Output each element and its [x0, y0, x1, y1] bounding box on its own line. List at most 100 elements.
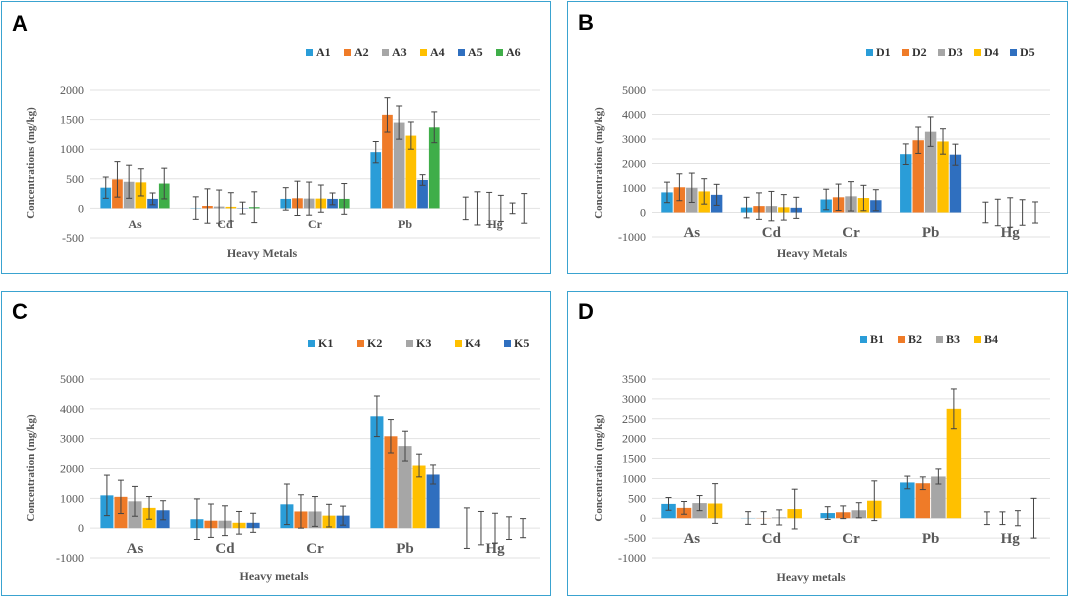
bar-k1-pb [370, 416, 384, 529]
panel-letter-b: B [578, 10, 594, 35]
legend-swatch-a3 [382, 49, 389, 56]
bar-b4-pb [946, 408, 962, 519]
bar-d3-pb [924, 131, 937, 213]
y-tick-label: 1000 [622, 181, 646, 195]
legend-label-b1: B1 [870, 332, 884, 346]
category-label-hg: Hg [487, 217, 502, 231]
y-tick-label: 2000 [622, 432, 646, 446]
legend-label-k1: K1 [318, 336, 333, 350]
x-axis-label: Heavy metals [240, 569, 309, 583]
chart-d: -1000 -500 0 500 1000 1500 2000 2500 3000 3500 Con… [593, 332, 1050, 584]
y-tick-label: 500 [628, 491, 646, 505]
legend-swatch-a1 [306, 49, 313, 56]
y-tick-label: 0 [78, 201, 84, 215]
legend-swatch-d2 [902, 49, 909, 56]
legend-swatch-d4 [974, 49, 981, 56]
legend-swatch-a5 [458, 49, 465, 56]
category-label-as: As [683, 225, 700, 241]
legend-swatch-b1 [860, 336, 867, 343]
legend-label-b2: B2 [908, 332, 922, 346]
category-label-as: As [128, 217, 142, 231]
legend-swatch-b4 [974, 336, 981, 343]
bar-d5-pb [949, 154, 962, 213]
bar-a3-pb [393, 122, 405, 209]
y-tick-label: -500 [624, 531, 646, 545]
legend-label-a3: A3 [392, 45, 407, 59]
legend-swatch-k3 [406, 340, 413, 347]
legend-swatch-d1 [866, 49, 873, 56]
category-label-cd: Cd [217, 217, 233, 231]
y-tick-label: 2000 [622, 157, 646, 171]
legend-label-a5: A5 [468, 45, 483, 59]
x-axis-label: Heavy Metals [227, 246, 298, 260]
bar-d2-pb [912, 140, 924, 213]
bar-k4-pb [412, 465, 426, 529]
x-axis-label: Heavy Metals [777, 246, 848, 260]
bar-b1-pb [900, 482, 915, 519]
legend-swatch-k4 [455, 340, 462, 347]
y-tick-label: -1000 [56, 551, 84, 565]
bar-k5-pb [426, 474, 440, 529]
bar-b3-pb [931, 476, 946, 519]
legend-swatch-a6 [496, 49, 503, 56]
y-tick-label: 2500 [622, 412, 646, 426]
category-label-cr: Cr [306, 541, 324, 557]
y-tick-label: 5000 [622, 83, 646, 97]
y-tick-label: 4000 [622, 108, 646, 122]
y-tick-label: -1000 [618, 230, 646, 244]
category-label-pb: Pb [922, 531, 940, 547]
y-tick-label: 500 [66, 172, 84, 186]
panel-letter-c: C [12, 299, 28, 324]
category-label-hg: Hg [1001, 531, 1021, 547]
category-label-cr: Cr [842, 531, 860, 547]
y-tick-label: 1000 [622, 471, 646, 485]
bar-k3-pb [398, 446, 412, 529]
legend-label-b4: B4 [984, 332, 998, 346]
legend-swatch-k5 [504, 340, 511, 347]
legend-label-a2: A2 [354, 45, 369, 59]
legend-label-b3: B3 [946, 332, 960, 346]
y-tick-label: 1000 [60, 142, 84, 156]
y-tick-label: 4000 [60, 402, 84, 416]
bar-b1-as [661, 503, 676, 519]
category-label-as: As [683, 531, 700, 547]
category-label-pb: Pb [398, 217, 412, 231]
y-tick-label: 0 [78, 521, 84, 535]
x-axis-label: Heavy metals [777, 570, 846, 584]
category-label-pb: Pb [396, 541, 414, 557]
y-tick-label: 1500 [622, 452, 646, 466]
legend-label-k2: K2 [367, 336, 382, 350]
y-tick-label: 3500 [622, 372, 646, 386]
legend-label-a4: A4 [430, 45, 445, 59]
y-axis-label: Concentrations (mg/kg) [25, 107, 37, 219]
bar-a1-pb [370, 152, 382, 209]
y-tick-label: 0 [640, 511, 646, 525]
legend-label-d5: D5 [1020, 45, 1035, 59]
legend-swatch-b3 [936, 336, 943, 343]
category-label-pb: Pb [922, 225, 940, 241]
category-label-hg: Hg [485, 541, 505, 557]
panel-letter-a: A [12, 11, 28, 36]
y-tick-label: 0 [640, 206, 646, 220]
legend-label-d4: D4 [984, 45, 999, 59]
legend-label-k5: K5 [514, 336, 529, 350]
y-axis-label: Concentrations (mg/kg) [593, 107, 605, 219]
bar-d1-pb [900, 154, 912, 213]
bar-b2-pb [915, 483, 931, 519]
y-tick-label: -1000 [618, 551, 646, 565]
legend-label-d2: D2 [912, 45, 927, 59]
bar-k2-pb [384, 436, 398, 529]
legend-label-d1: D1 [876, 45, 891, 59]
y-tick-label: -500 [62, 231, 84, 245]
y-tick-label: 3000 [60, 432, 84, 446]
legend-swatch-d5 [1010, 49, 1017, 56]
legend-swatch-b2 [898, 336, 905, 343]
bar-a2-pb [382, 114, 393, 209]
legend-swatch-a2 [344, 49, 351, 56]
category-label-cd: Cd [215, 541, 235, 557]
y-tick-label: 2000 [60, 83, 84, 97]
y-axis-label: Concentration (mg/kg) [593, 414, 605, 522]
y-tick-label: 2000 [60, 462, 84, 476]
legend-swatch-k2 [357, 340, 364, 347]
legend-swatch-d3 [938, 49, 945, 56]
